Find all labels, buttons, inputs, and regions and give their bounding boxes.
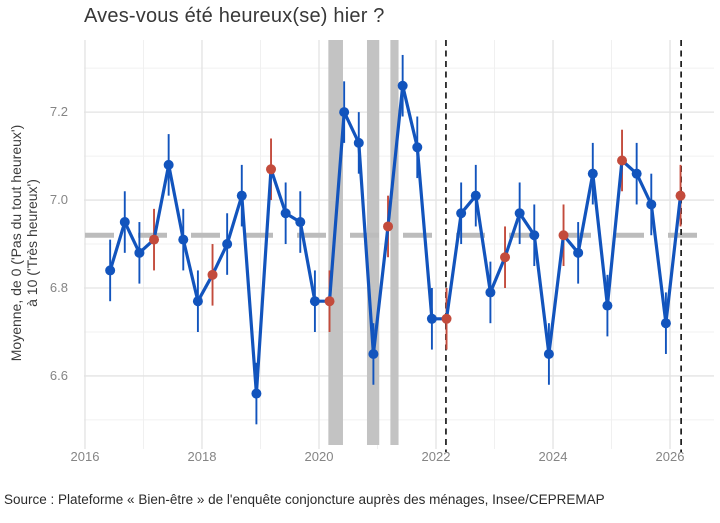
lockdown-bands	[328, 40, 399, 445]
data-point	[485, 287, 496, 298]
data-point	[222, 239, 233, 250]
data-point	[529, 230, 540, 241]
x-tick-label: 2022	[421, 449, 451, 464]
data-point	[412, 142, 423, 153]
y-axis-label: Moyenne, de 0 ('Pas du tout heureux') à …	[8, 73, 40, 413]
data-point	[339, 107, 350, 118]
data-point	[192, 296, 203, 307]
y-axis-label-line2: à 10 ('Très heureux')	[24, 179, 40, 307]
data-point	[309, 296, 320, 307]
data-point-highlighted	[558, 230, 569, 241]
gridlines	[84, 40, 714, 449]
data-point	[236, 190, 247, 201]
y-axis-label-line1: Moyenne, de 0 ('Pas du tout heureux')	[8, 124, 24, 362]
data-point-highlighted	[441, 313, 452, 324]
data-point	[543, 348, 554, 359]
data-point-highlighted	[324, 296, 335, 307]
data-point-highlighted	[266, 164, 277, 175]
y-tick-label: 7.0	[49, 192, 68, 208]
data-point	[105, 265, 116, 276]
data-line-group	[108, 84, 683, 396]
data-point	[251, 388, 262, 399]
plot-panel	[84, 40, 714, 452]
y-tick-label: 6.8	[49, 280, 68, 295]
x-tick-label: 2026	[655, 449, 685, 464]
data-point	[470, 190, 481, 201]
data-point-highlighted	[617, 155, 628, 166]
data-point	[119, 217, 130, 228]
data-point-highlighted	[675, 190, 686, 201]
source-note: Source : Plateforme « Bien-être » de l'e…	[4, 492, 605, 507]
y-tick-label: 6.6	[49, 367, 68, 383]
x-tick-label: 2024	[538, 449, 568, 464]
data-point	[368, 348, 379, 359]
x-tick-label: 2020	[304, 449, 334, 464]
data-point	[295, 217, 306, 228]
data-point	[456, 208, 467, 219]
y-tick-label: 7.2	[49, 104, 68, 120]
data-point	[631, 168, 642, 179]
data-point	[514, 208, 525, 219]
x-tick-label: 2016	[70, 449, 100, 464]
data-point	[163, 159, 174, 170]
data-point-highlighted	[149, 234, 160, 245]
lockdown-band	[328, 40, 343, 445]
data-point	[353, 137, 364, 148]
data-point	[660, 318, 671, 329]
lockdown-band	[390, 40, 399, 445]
x-tick-label: 2018	[187, 449, 217, 464]
data-point	[646, 199, 657, 210]
data-point-highlighted	[500, 252, 511, 263]
data-point-highlighted	[383, 221, 394, 232]
lockdown-band	[366, 40, 380, 445]
data-point	[573, 247, 584, 258]
data-points	[105, 80, 686, 399]
data-line	[108, 84, 683, 396]
data-point	[602, 300, 613, 311]
chart-title: Aves-vous été heureux(se) hier ?	[84, 5, 385, 27]
data-point	[397, 80, 408, 91]
data-point	[426, 313, 437, 324]
plot-svg	[84, 40, 714, 452]
data-point	[134, 247, 145, 258]
data-point	[178, 234, 189, 245]
data-point-highlighted	[207, 269, 218, 280]
data-point	[280, 208, 291, 219]
event-lines	[445, 40, 682, 452]
data-point	[587, 168, 598, 179]
